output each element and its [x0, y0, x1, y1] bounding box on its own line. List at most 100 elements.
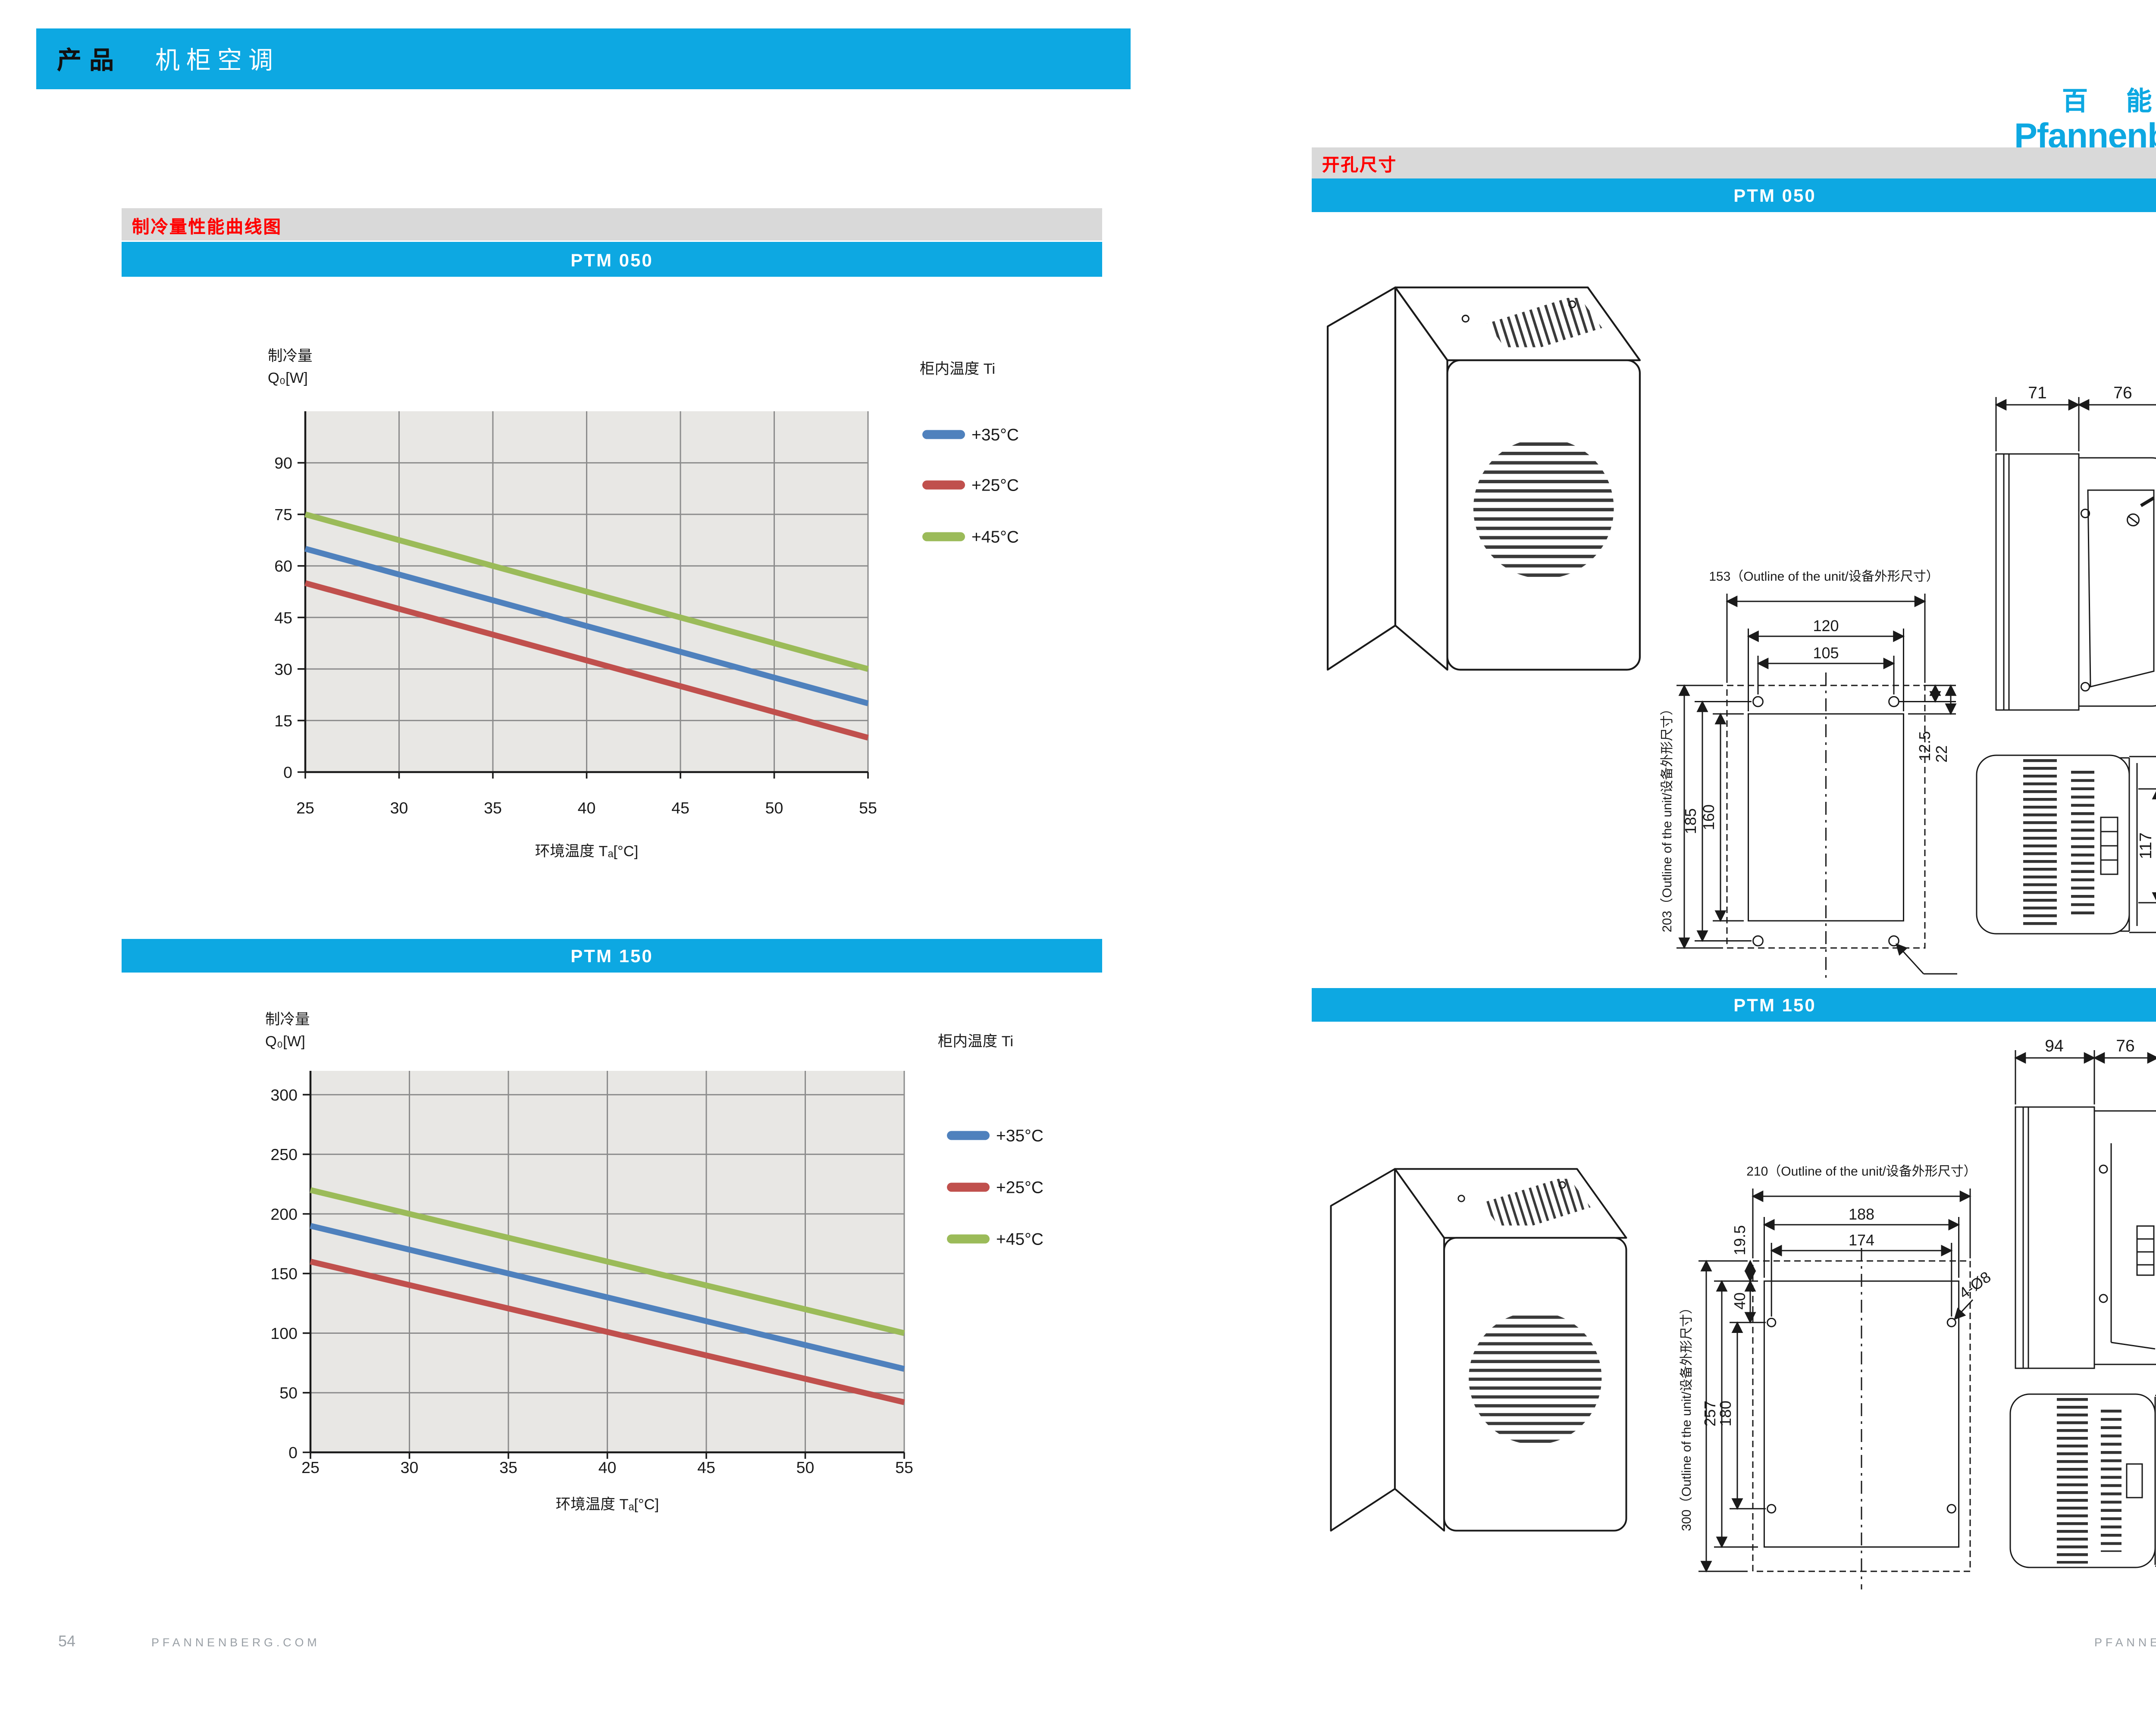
x-tick-label: 35: [484, 799, 502, 817]
y-tick-label: 60: [274, 557, 292, 575]
x-tick-label: 35: [499, 1458, 517, 1476]
x-tick-label: 45: [671, 799, 689, 817]
series-line: [304, 580, 869, 741]
y-tick-label: 100: [270, 1324, 298, 1342]
dim-71: 71: [2028, 384, 2046, 402]
cutout-opening: [1748, 713, 1904, 922]
y-tick-label: 45: [274, 609, 292, 627]
drawing-title-ptm050: PTM 050: [1733, 185, 1816, 206]
dim-152: 152: [2155, 581, 2156, 609]
y-axis-label: 制冷量: [265, 1011, 310, 1028]
y-tick-label: 75: [274, 506, 292, 524]
dim-188: 188: [1849, 1205, 1874, 1223]
x-tick-label: 50: [796, 1458, 815, 1476]
ptm150-cutout-drawing: 210（Outline of the unit/设备外形尺寸） 188 174 …: [1680, 1164, 1994, 1589]
y-axis-label: 制冷量: [268, 348, 313, 364]
series-line: [310, 1187, 905, 1336]
chart-ptm050: 0 15 30 45 60 75 90 25 30 35 40 45 50 55 制冷量 Q₀[W] 环境温度 …: [268, 348, 1019, 860]
y-tick-label: 50: [279, 1384, 298, 1402]
y-axis-label: Q₀[W]: [268, 370, 308, 386]
y-tick-label: 250: [270, 1145, 298, 1164]
outline-height-label: 203（Outline of the unit/设备外形尺寸）: [1660, 702, 1674, 932]
y-tick-label: 300: [270, 1086, 298, 1104]
dim-117: 117: [2137, 832, 2155, 859]
drawing-title-ptm150: PTM 150: [1733, 995, 1816, 1015]
mounting-hole: [1767, 1504, 1777, 1514]
series-line: [310, 1258, 905, 1405]
y-tick-label: 30: [274, 660, 292, 678]
mounting-hole: [1946, 1317, 1956, 1327]
legend-label: +35°C: [971, 426, 1019, 444]
dim-185: 185: [1682, 808, 1699, 834]
hole-callout: 4-Ø8: [1955, 1268, 1994, 1302]
legend-label: +25°C: [996, 1179, 1044, 1197]
section-title-cutout: 开孔尺寸: [1322, 155, 1397, 175]
screw-icon: [2127, 513, 2140, 526]
header-category-label: 机柜空调: [155, 48, 280, 75]
ptm050-cutout-drawing: 153（Outline of the unit/设备外形尺寸） 120 105 …: [1660, 569, 1957, 983]
hole-leader-line: [1954, 1299, 1974, 1320]
dim-12-5: 12.5: [1916, 731, 1934, 761]
terminal-block: [2136, 1225, 2155, 1276]
drawing-title-bar-ptm150: PTM 150: [1312, 988, 2156, 1022]
y-tick-label: 0: [288, 1444, 298, 1462]
logo-chinese: 百 能 堡: [2062, 88, 2156, 116]
mounting-hole: [1752, 696, 1764, 707]
page-number-left: 54: [58, 1632, 76, 1650]
y-tick-label: 15: [274, 712, 292, 730]
legend-swatch: [922, 480, 965, 490]
series-line: [304, 511, 869, 672]
front-section: [2093, 1110, 2156, 1365]
back-section: [2015, 1106, 2095, 1369]
series-line: [304, 546, 869, 707]
legend-swatch: [947, 1182, 990, 1192]
header-product-label: 产品: [57, 48, 122, 75]
drawing-title-bar-ptm050: PTM 050: [1312, 178, 2156, 212]
x-axis-label: 环境温度 Tₐ[°C]: [535, 843, 638, 860]
x-tick-label: 45: [697, 1458, 715, 1476]
ptm050-side-view-drawing: 71 76 152 203: [1995, 384, 2156, 711]
legend-swatch: [922, 430, 965, 439]
ptm050-bottom-view-drawing: 117 153: [1976, 754, 2156, 935]
mounting-hole: [1888, 696, 1899, 707]
ptm050-isometric-drawing: [1314, 230, 1653, 711]
section-title-bar-cutout: 开孔尺寸: [1312, 147, 2156, 178]
dim-160: 160: [1700, 804, 1717, 830]
site-url-left: PFANNENBERG.COM: [151, 1636, 320, 1649]
y-tick-label: 200: [270, 1205, 298, 1223]
y-tick-label: 90: [274, 454, 292, 472]
legend-label: +25°C: [971, 476, 1019, 495]
section-title-bar-curves: 制冷量性能曲线图: [122, 208, 1102, 241]
legend-title: 柜内温度 Ti: [920, 361, 995, 377]
x-tick-label: 40: [578, 799, 596, 817]
ptm150-side-view-drawing: 94 76 16 250 300: [2014, 1035, 2156, 1369]
outline-height-label: 300（Outline of the unit/设备外形尺寸）: [1680, 1301, 1694, 1531]
outline-width-label: 210（Outline of the unit/设备外形尺寸）: [1746, 1164, 1977, 1179]
chart-title-bar-ptm150: PTM 150: [122, 939, 1102, 973]
dim-174: 174: [1849, 1231, 1874, 1249]
x-axis-label: 环境温度 Tₐ[°C]: [556, 1496, 659, 1513]
section-title-curves: 制冷量性能曲线图: [132, 216, 282, 236]
legend-swatch: [947, 1131, 990, 1140]
legend-label: +45°C: [996, 1230, 1044, 1249]
site-url-right: PFANNENBERG.COM: [2094, 1636, 2156, 1649]
x-tick-label: 30: [401, 1458, 419, 1476]
dim-19-5: 19.5: [1731, 1225, 1749, 1255]
legend-label: +35°C: [996, 1127, 1044, 1145]
dim-76: 76: [2113, 384, 2132, 402]
mounting-hole: [1767, 1317, 1777, 1327]
dim-257: 257: [1701, 1401, 1719, 1426]
x-tick-label: 40: [599, 1458, 617, 1476]
dim-105: 105: [1813, 644, 1839, 662]
ptm150-isometric-drawing: [1309, 1115, 1648, 1570]
y-tick-label: 150: [270, 1265, 298, 1283]
dim-22: 22: [1933, 745, 1950, 763]
legend-title: 柜内温度 Ti: [938, 1033, 1013, 1050]
x-tick-label: 55: [895, 1458, 913, 1476]
dim-180: 180: [1717, 1401, 1734, 1426]
dim-120: 120: [1813, 617, 1839, 635]
chart-title-bar-ptm050: PTM 050: [122, 242, 1102, 277]
chart-title-ptm050: PTM 050: [570, 249, 653, 270]
legend-swatch: [922, 532, 965, 541]
y-axis-label: Q₀[W]: [265, 1033, 305, 1050]
